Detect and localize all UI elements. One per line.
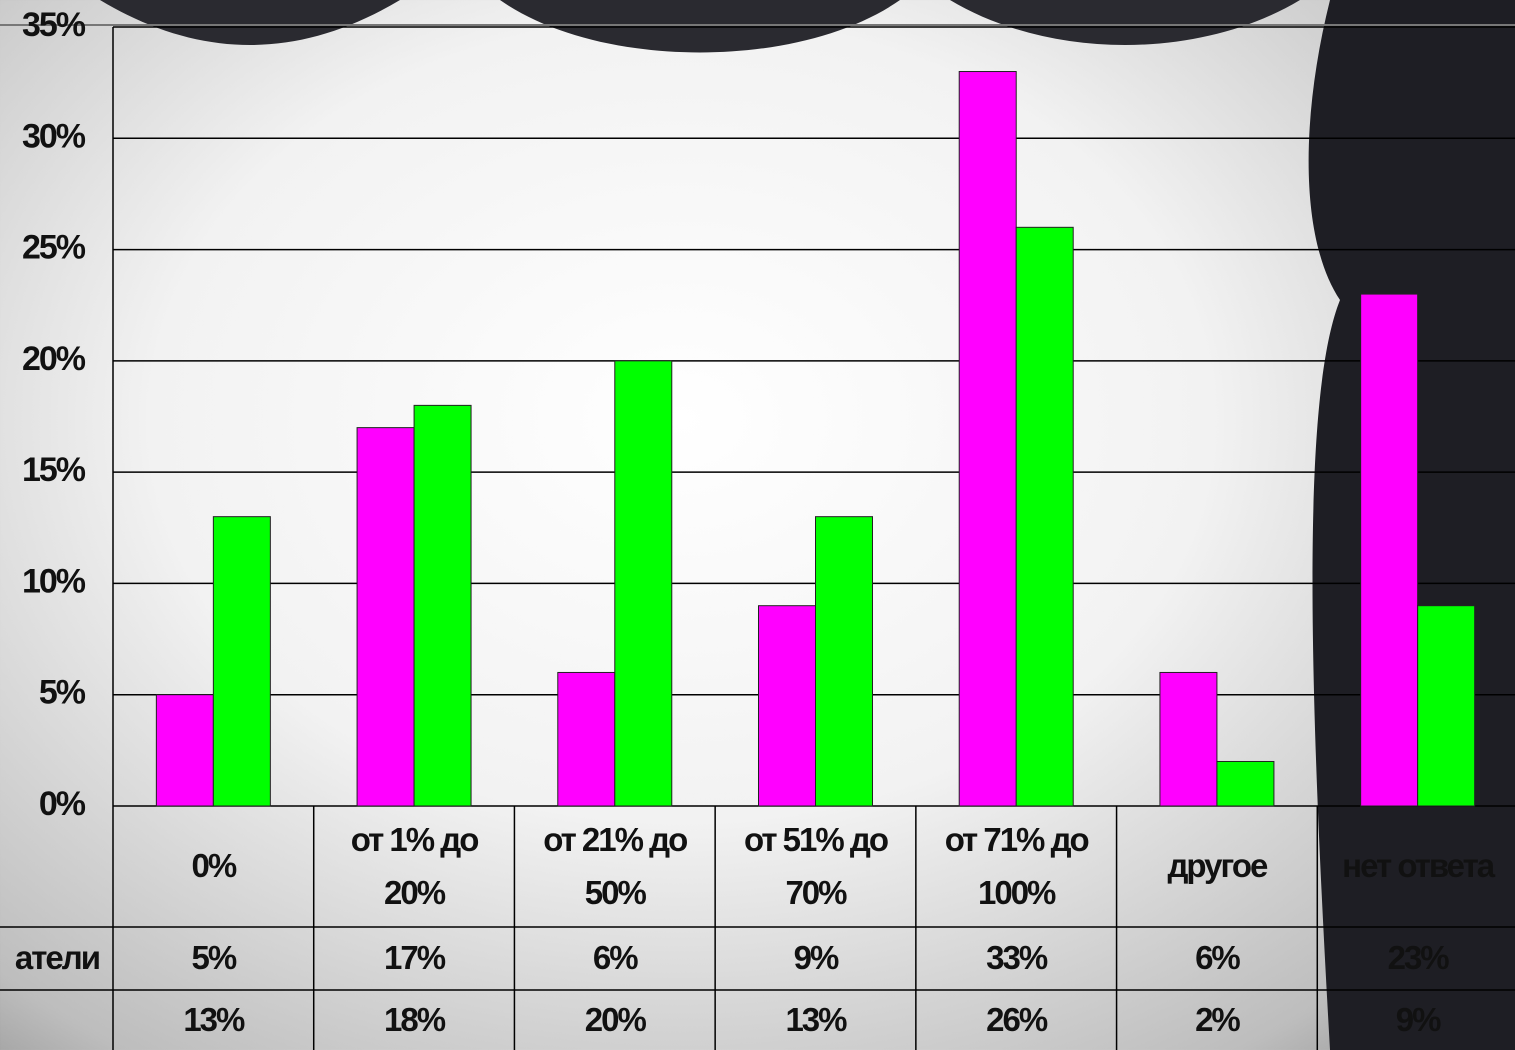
bar — [758, 605, 816, 807]
bar — [1159, 671, 1218, 807]
table-value: 26% — [986, 1000, 1048, 1038]
x-tick-label: 0% — [191, 847, 238, 885]
x-tick-label: от 71% до 100% — [944, 820, 1090, 911]
x-tick-label: от 51% до 70% — [743, 820, 889, 911]
table-value: 13% — [183, 1000, 245, 1038]
x-tick-label: от 1% до 20% — [350, 820, 480, 911]
table-value: 13% — [785, 1000, 847, 1038]
bar — [413, 404, 472, 807]
x-tick-label: другое — [1167, 847, 1268, 885]
y-tick-label: 35% — [22, 6, 86, 44]
bar — [1417, 605, 1476, 807]
bar — [958, 71, 1017, 807]
bar — [815, 516, 873, 807]
table-value: 33% — [986, 939, 1048, 977]
y-tick-label: 5% — [39, 674, 86, 712]
bar — [557, 671, 616, 807]
y-tick-label: 0% — [39, 785, 86, 823]
series-name: атели — [14, 939, 101, 977]
table-value: 17% — [384, 939, 446, 977]
table-value: 5% — [191, 939, 238, 977]
y-tick-label: 20% — [22, 340, 86, 378]
y-tick-label: 10% — [22, 562, 86, 600]
y-tick-label: 15% — [22, 451, 86, 489]
x-tick-label: от 21% до 50% — [543, 820, 688, 911]
bar — [155, 694, 214, 807]
y-tick-label: 30% — [22, 117, 86, 155]
bar — [356, 427, 415, 807]
bar — [1015, 226, 1074, 807]
x-tick-label: нет ответа — [1342, 847, 1495, 885]
bar — [212, 516, 271, 807]
y-tick-label: 25% — [22, 229, 86, 267]
table-value: 23% — [1387, 939, 1450, 977]
table-value: 2% — [1195, 1000, 1241, 1038]
bar — [1360, 293, 1419, 807]
table-value: 18% — [384, 1000, 446, 1038]
bar — [614, 360, 673, 807]
bar — [1216, 760, 1275, 807]
table-value: 9% — [1395, 1000, 1442, 1038]
table-value: 20% — [584, 1000, 647, 1038]
table-value: 6% — [592, 939, 639, 977]
table-value: 9% — [793, 939, 840, 977]
table-value: 6% — [1195, 939, 1241, 977]
